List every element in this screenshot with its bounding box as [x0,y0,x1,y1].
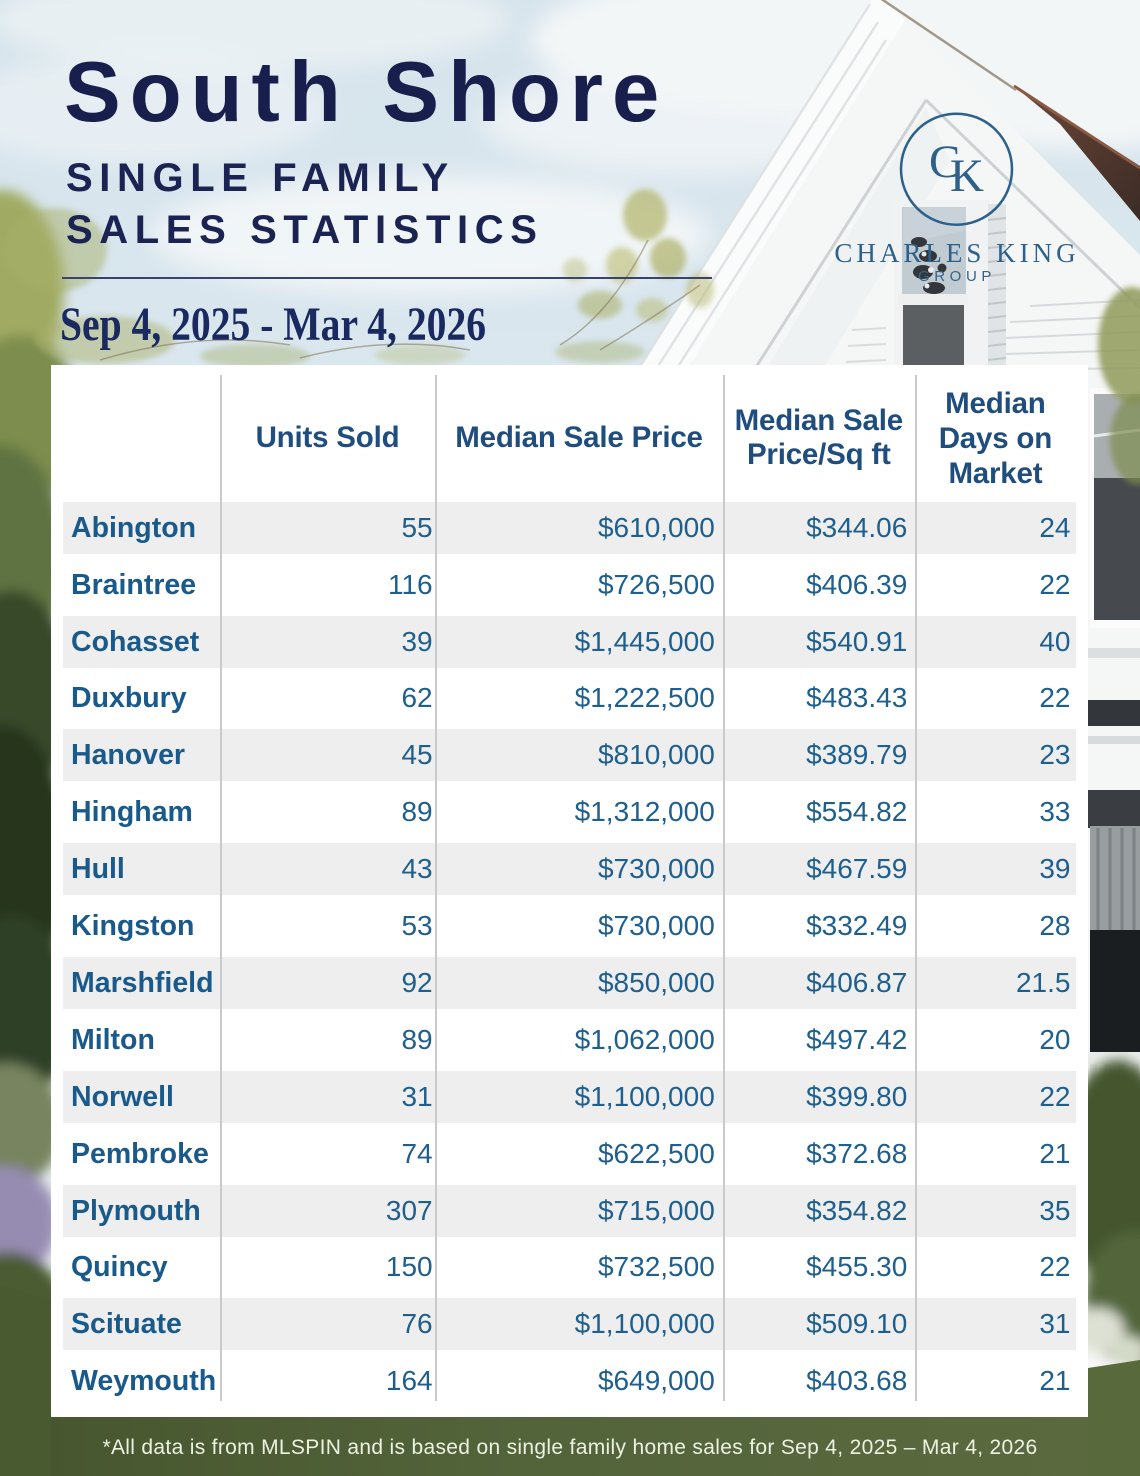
svg-text:K: K [950,150,984,202]
svg-text:C: C [929,136,960,188]
